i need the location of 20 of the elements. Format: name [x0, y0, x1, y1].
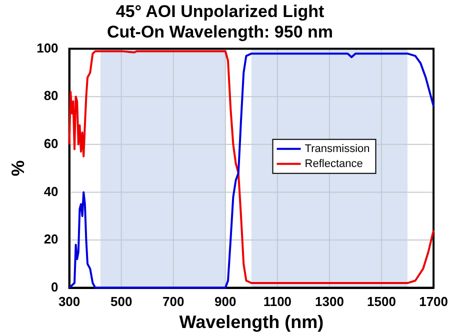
legend-label: Transmission: [304, 142, 370, 155]
x-tick-label: 900: [214, 294, 236, 310]
y-tick-label: 100: [36, 40, 58, 56]
x-axis-title: Wavelength (nm): [179, 312, 324, 332]
x-tick-label: 500: [110, 294, 132, 310]
x-tick-label: 1500: [367, 294, 396, 310]
y-tick-label: 80: [44, 88, 58, 104]
y-tick-label: 20: [44, 232, 58, 247]
chart-title: 45° AOI Unpolarized Light: [116, 2, 324, 21]
y-tick-label: 60: [44, 136, 58, 151]
y-tick-label: 40: [44, 184, 58, 199]
chart-subtitle: Cut-On Wavelength: 950 nm: [106, 22, 334, 42]
legend-label: Reflectance: [304, 158, 363, 170]
y-tick-label: 0: [51, 279, 58, 294]
x-tick-label: 300: [58, 294, 80, 310]
x-tick-label: 1100: [263, 294, 292, 310]
y-axis-title: %: [8, 160, 28, 176]
x-tick-label: 1700: [419, 294, 448, 310]
x-tick-label: 1300: [315, 294, 344, 310]
x-tick-label: 700: [162, 294, 184, 310]
